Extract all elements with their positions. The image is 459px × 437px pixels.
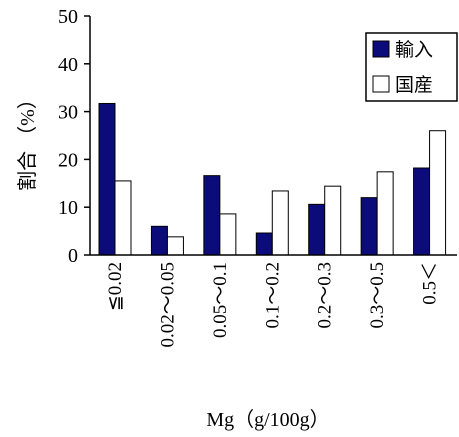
- y-tick-label: 0: [68, 245, 78, 267]
- bars: [98, 102, 447, 256]
- y-tick-label: 30: [58, 102, 78, 124]
- bar-domestic: [376, 171, 394, 256]
- bar-imported: [98, 102, 116, 256]
- legend: 輸入 国産: [365, 32, 458, 102]
- x-tick-label: 0.02～0.05: [157, 262, 178, 348]
- bar-domestic: [114, 180, 132, 256]
- bar-domestic: [324, 185, 342, 256]
- bar-domestic: [271, 190, 289, 256]
- legend-label-imported: 輸入: [395, 39, 433, 61]
- x-axis-tick-labels: ≦0.02 0.02～0.05 0.05～0.1 0.1～0.2 0.2～0.3 0.3～…: [105, 262, 441, 348]
- bar-imported: [308, 203, 326, 256]
- bar-imported: [360, 197, 378, 256]
- bar-domestic: [219, 213, 237, 256]
- bar-imported: [255, 232, 273, 256]
- bar-imported: [413, 167, 431, 256]
- bar-imported: [203, 175, 221, 256]
- bar-domestic: [429, 130, 447, 256]
- x-tick-label: 0.05～0.1: [210, 262, 231, 338]
- legend-label-domestic: 国産: [395, 74, 433, 96]
- legend-swatch-imported: [372, 40, 390, 58]
- bar-domestic: [166, 236, 184, 256]
- axes: [89, 16, 457, 256]
- y-tick-label: 10: [58, 197, 78, 219]
- x-tick-label: 0.5＜: [420, 262, 441, 305]
- y-axis-ticks: 0 10 20 30 40 50: [58, 6, 90, 267]
- x-tick-label: ≦0.02: [105, 262, 126, 311]
- x-tick-label: 0.3～0.5: [367, 262, 388, 329]
- y-tick-label: 40: [58, 54, 78, 76]
- y-tick-label: 20: [58, 149, 78, 171]
- y-tick-label: 50: [58, 6, 78, 28]
- x-axis-title: Mg（g/100g）: [206, 408, 329, 431]
- x-tick-label: 0.2～0.3: [315, 262, 336, 329]
- y-axis-title: 割合 （%）: [16, 89, 39, 191]
- x-tick-label: 0.1～0.2: [262, 262, 283, 329]
- legend-swatch-domestic: [372, 75, 390, 93]
- bar-imported: [150, 225, 168, 256]
